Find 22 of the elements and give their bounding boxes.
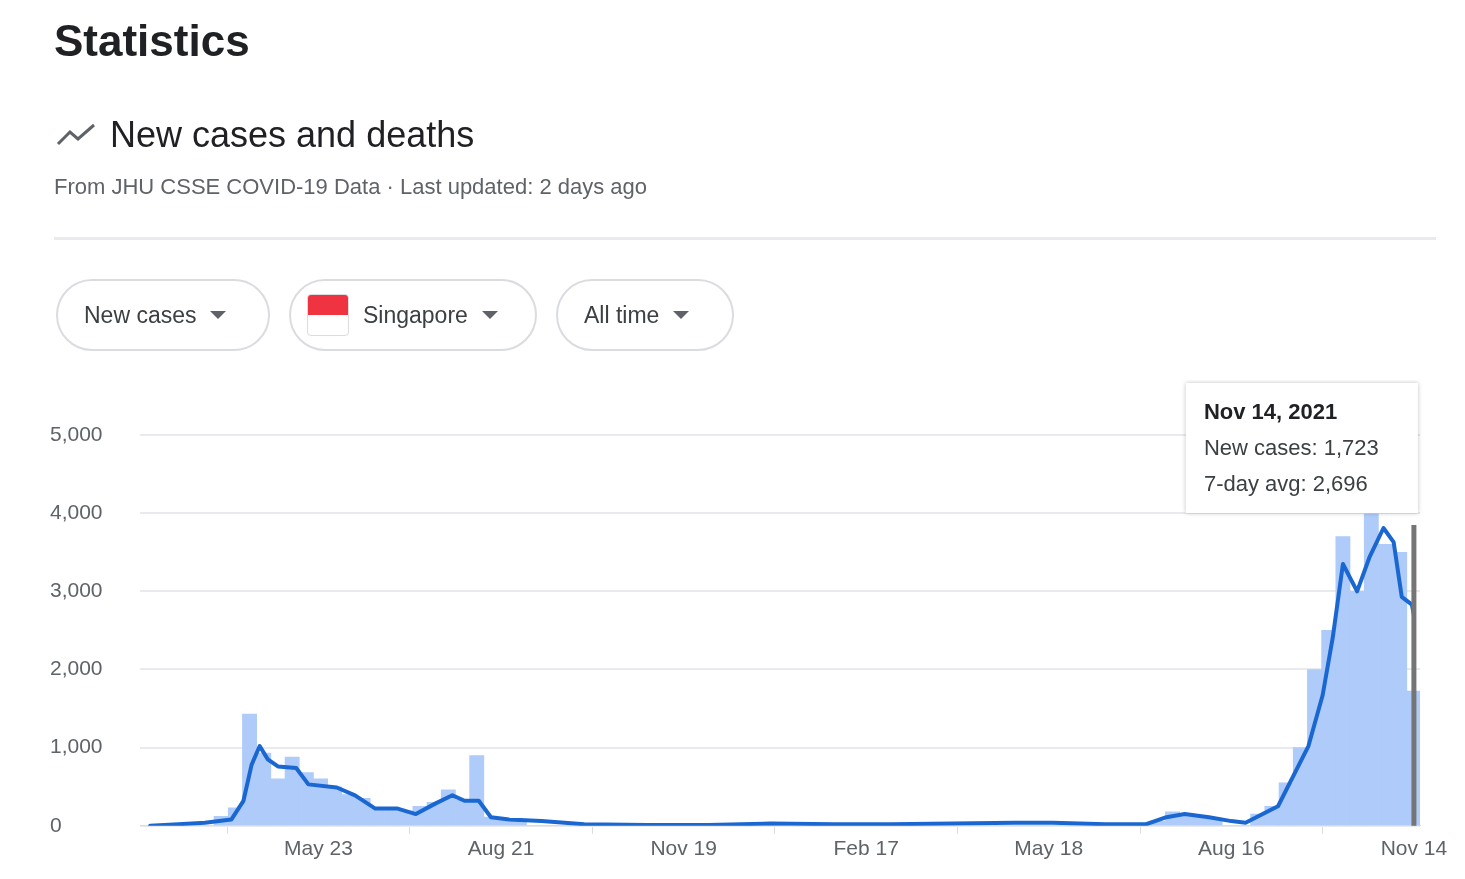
text: Singapore [363,301,468,329]
y-tick-label: 4,000 [50,499,103,523]
x-tick-label: Nov 19 [650,836,717,860]
y-tick-label: 0 [50,812,62,836]
y-tick-label: 2,000 [50,656,103,680]
text: From JHU CSSE COVID-19 Data · Last updated: 2 days ago [54,174,648,200]
y-tick-label: 5,000 [50,421,103,445]
text: All time [584,301,660,329]
y-tick-label: 3,000 [50,578,103,602]
chart-title: Statistics [54,16,250,66]
x-tick-label: Aug 16 [1198,836,1265,860]
x-tick-label: May 18 [1014,836,1084,860]
x-tick-label: May 23 [284,836,353,860]
text: Nov 14, 2021 [1203,399,1338,425]
y-tick-label: 1,000 [50,734,103,758]
annotation: 7-day avg: 2,696 [1203,471,1368,497]
x-tick-label: Aug 21 [467,836,535,860]
annotation: New cases: 1,723 [1203,435,1379,461]
x-tick-label: Feb 17 [833,836,899,860]
text: New cases [84,301,197,329]
x-tick-label: Nov 14 [1380,836,1448,860]
chart-subtitle: New cases and deaths [110,114,475,156]
